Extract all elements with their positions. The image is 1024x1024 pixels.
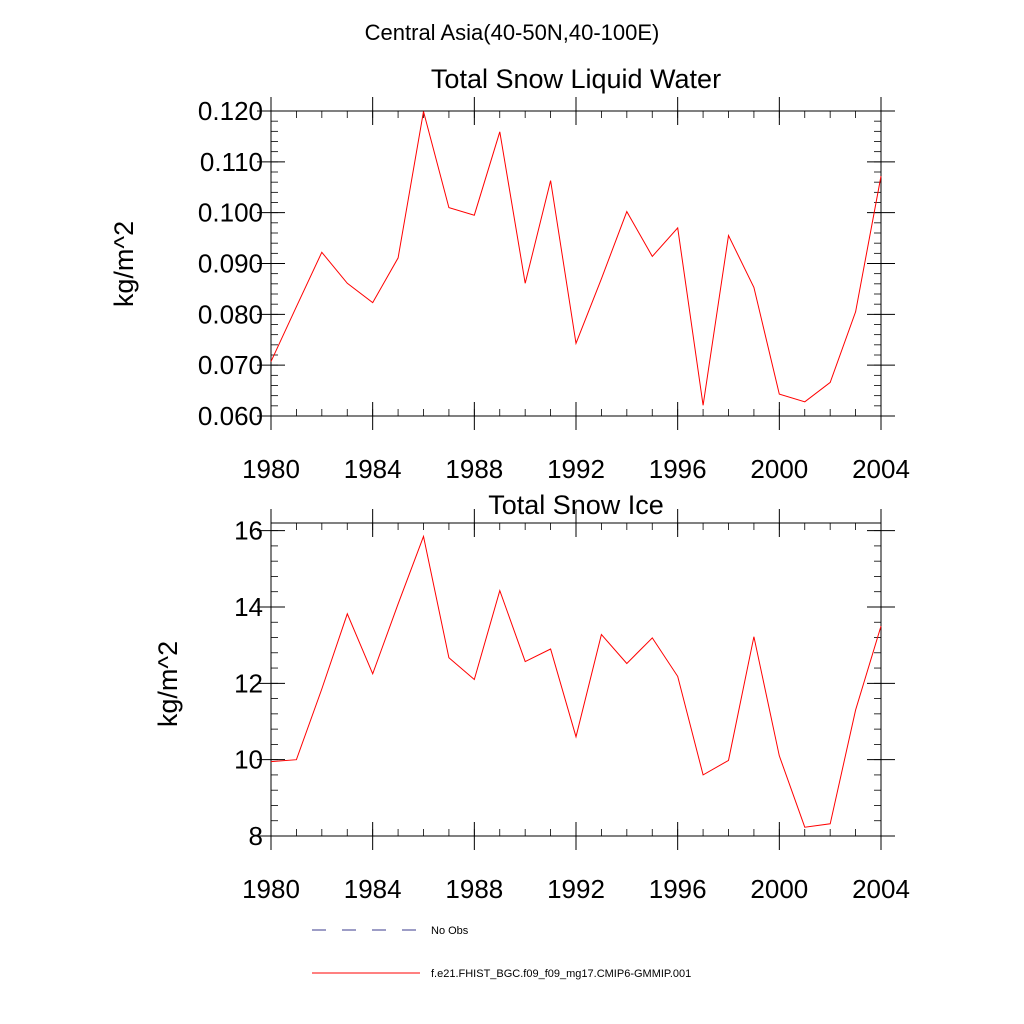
- data-point: [880, 625, 881, 626]
- x-tick-label: 1980: [242, 874, 300, 904]
- x-tick-label: 1984: [344, 874, 402, 904]
- series-line: [270, 111, 882, 406]
- data-point: [423, 536, 424, 537]
- data-point: [753, 636, 754, 637]
- panel-snow-liquid-water: Total Snow Liquid Water kg/m^2 1980 1984 1…: [109, 64, 910, 484]
- plot-frame: [270, 522, 882, 837]
- data-point: [804, 401, 805, 402]
- data-point: [652, 256, 653, 257]
- y-axis-label: kg/m^2: [153, 641, 183, 727]
- data-point: [423, 111, 424, 112]
- data-point: [601, 634, 602, 635]
- data-point: [830, 823, 831, 824]
- data-point: [677, 676, 678, 677]
- y-tick-label: 16: [234, 516, 263, 546]
- y-tick-label: 8: [249, 821, 263, 851]
- y-tick-label: 0.110: [200, 147, 263, 177]
- y-tick-label: 0.070: [198, 350, 263, 380]
- series-line: [270, 534, 882, 828]
- x-tick-label: 2000: [750, 454, 808, 484]
- x-tick-label: 1988: [445, 454, 503, 484]
- y-tick-label: 0.060: [198, 401, 263, 431]
- y-tick-label: 0.100: [198, 198, 263, 228]
- data-point: [474, 215, 475, 216]
- y-tick-label: 10: [234, 745, 263, 775]
- data-point: [321, 688, 322, 689]
- panel-title: Total Snow Liquid Water: [431, 64, 721, 94]
- data-point: [626, 211, 627, 212]
- data-point: [499, 590, 500, 591]
- data-point: [372, 673, 373, 674]
- data-point: [525, 661, 526, 662]
- x-tick-label: 2004: [852, 874, 910, 904]
- data-point: [779, 755, 780, 756]
- data-point: [270, 761, 271, 762]
- data-point: [804, 827, 805, 828]
- x-tick-label: 2000: [750, 874, 808, 904]
- data-point: [448, 657, 449, 658]
- data-point: [652, 637, 653, 638]
- legend: No Obs f.e21.FHIST_BGC.f09_f09_mg17.CMIP…: [312, 925, 691, 980]
- y-axis-label: kg/m^2: [109, 221, 139, 307]
- x-tick-label: 1992: [547, 874, 605, 904]
- data-point: [550, 180, 551, 181]
- plot-frame: [270, 110, 882, 417]
- data-point: [321, 252, 322, 253]
- data-point: [372, 302, 373, 303]
- y-tick-label: 0.120: [198, 96, 263, 126]
- data-point: [270, 361, 271, 362]
- data-point: [474, 679, 475, 680]
- data-point: [728, 760, 729, 761]
- legend-label-no-obs: No Obs: [431, 925, 469, 937]
- data-point: [677, 227, 678, 228]
- x-tick-label: 1980: [242, 454, 300, 484]
- data-point: [347, 283, 348, 284]
- x-tick-label: 1988: [445, 874, 503, 904]
- data-point: [448, 207, 449, 208]
- data-point: [601, 278, 602, 279]
- panel-snow-ice: Total Snow Ice kg/m^2 1980 1984 1988 1992 19…: [153, 490, 910, 904]
- data-point: [550, 648, 551, 649]
- y-tick-label: 0.090: [198, 249, 263, 279]
- data-point: [728, 235, 729, 236]
- data-point: [702, 774, 703, 775]
- x-tick-label: 1996: [649, 454, 707, 484]
- y-tick-label: 0.080: [198, 299, 263, 329]
- data-point: [830, 382, 831, 383]
- data-point: [880, 175, 881, 176]
- data-point: [779, 394, 780, 395]
- data-point: [855, 709, 856, 710]
- data-point: [296, 759, 297, 760]
- y-tick-label: 12: [234, 668, 263, 698]
- data-point: [347, 613, 348, 614]
- x-tick-label: 1992: [547, 454, 605, 484]
- data-point: [753, 287, 754, 288]
- data-point: [855, 311, 856, 312]
- y-tick-label: 14: [234, 592, 263, 622]
- data-point: [296, 306, 297, 307]
- legend-label-model: f.e21.FHIST_BGC.f09_f09_mg17.CMIP6-GMMIP…: [431, 968, 691, 980]
- data-point: [575, 736, 576, 737]
- data-point: [626, 663, 627, 664]
- data-point: [499, 131, 500, 132]
- data-point: [397, 603, 398, 604]
- data-point: [702, 405, 703, 406]
- data-point: [525, 283, 526, 284]
- figure-suptitle: Central Asia(40-50N,40-100E): [365, 20, 660, 45]
- data-point: [397, 257, 398, 258]
- x-tick-label: 1984: [344, 454, 402, 484]
- x-tick-label: 2004: [852, 454, 910, 484]
- data-point: [575, 343, 576, 344]
- x-tick-label: 1996: [649, 874, 707, 904]
